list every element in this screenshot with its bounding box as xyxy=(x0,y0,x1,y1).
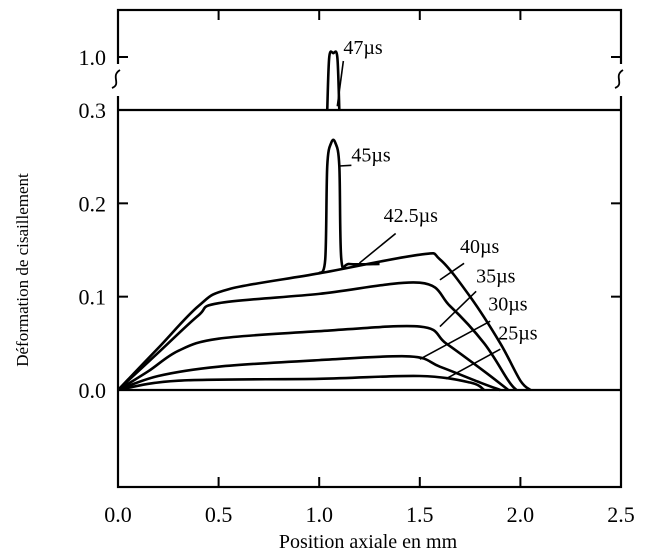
series-line-30s xyxy=(117,354,501,392)
y-tick-label: 0.2 xyxy=(79,191,107,216)
plot-frame xyxy=(111,8,625,489)
curve-label-35s: 35µs xyxy=(476,266,516,288)
x-axis-label: Position axiale en mm xyxy=(279,531,458,553)
plot-border xyxy=(116,8,623,489)
series-line-25s xyxy=(117,374,485,392)
leader-line xyxy=(339,164,352,167)
curve-label-40s: 40µs xyxy=(460,236,500,258)
y-axis-label: Déformation de cisaillement xyxy=(13,173,32,367)
curve-label-47s: 47µs xyxy=(343,37,383,59)
series-line-425s xyxy=(117,251,532,392)
curve-label-30s: 30µs xyxy=(488,294,528,316)
curve-label-45s: 45µs xyxy=(351,144,391,166)
y-tick-label-upper: 1.0 xyxy=(79,45,107,70)
axis-break-gap xyxy=(617,64,625,96)
leader-line xyxy=(358,232,397,264)
leader-line xyxy=(419,320,491,360)
x-axis-ticks: 0.0 0.5 1.0 1.5 2.0 2.5 xyxy=(104,10,635,527)
leader-line xyxy=(336,60,345,107)
series-line-35s xyxy=(117,324,510,392)
leader-line xyxy=(439,262,465,281)
x-tick-label: 1.5 xyxy=(406,502,434,527)
curve-label-25s: 25µs xyxy=(498,323,538,345)
axis-break-squiggle xyxy=(614,69,624,89)
series-line-45s xyxy=(318,138,380,275)
x-tick-label: 2.5 xyxy=(607,502,635,527)
y-tick-label: 0.0 xyxy=(79,378,107,403)
x-tick-label: 0.5 xyxy=(205,502,233,527)
axis-break-gap xyxy=(114,64,122,96)
curve-label-425s: 42.5µs xyxy=(384,205,439,227)
leader-line xyxy=(439,290,477,328)
x-tick-label: 2.0 xyxy=(507,502,535,527)
leader-line xyxy=(445,348,501,380)
axis-break-squiggle xyxy=(111,69,121,89)
y-axis-ticks: 0.0 0.1 0.2 0.3 1.0 xyxy=(79,45,621,403)
y-tick-label: 0.3 xyxy=(79,98,107,123)
curve-labels: 47µs 45µs 42.5µs 40µs 35µs 30µs 25µs xyxy=(336,37,538,380)
x-tick-label: 0.0 xyxy=(104,502,132,527)
series-line-40s xyxy=(117,281,518,391)
y-tick-label: 0.1 xyxy=(79,285,107,310)
series-line-47s xyxy=(325,50,341,111)
x-tick-label: 1.0 xyxy=(305,502,333,527)
series-layer xyxy=(117,50,532,392)
